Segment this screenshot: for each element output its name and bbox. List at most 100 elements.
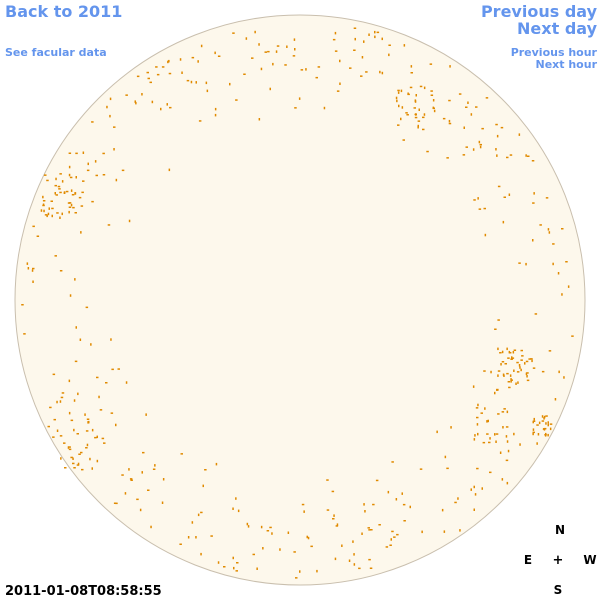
facula bbox=[414, 116, 418, 119]
facula bbox=[59, 173, 62, 175]
facula bbox=[134, 100, 136, 103]
compass-south: S bbox=[554, 583, 563, 597]
facula bbox=[349, 67, 352, 69]
facula bbox=[298, 97, 301, 100]
facula bbox=[422, 116, 425, 119]
facula bbox=[378, 524, 381, 526]
facula bbox=[552, 262, 554, 266]
facula bbox=[260, 67, 263, 71]
facula bbox=[197, 60, 199, 63]
facula bbox=[532, 202, 535, 204]
facula bbox=[483, 370, 486, 372]
facula bbox=[495, 123, 498, 126]
facula bbox=[477, 403, 479, 407]
facula bbox=[42, 203, 45, 206]
facula bbox=[23, 333, 26, 335]
facula bbox=[448, 119, 451, 123]
facula bbox=[485, 97, 489, 99]
facula bbox=[520, 368, 522, 372]
facula bbox=[146, 71, 149, 74]
facula bbox=[68, 165, 71, 169]
facula bbox=[532, 431, 535, 434]
facula bbox=[316, 569, 318, 573]
facula bbox=[413, 107, 416, 109]
facula bbox=[195, 536, 197, 539]
facula bbox=[269, 526, 272, 529]
facula bbox=[145, 413, 147, 416]
facula bbox=[200, 552, 202, 556]
previous-day-link[interactable]: Previous day bbox=[481, 2, 598, 21]
next-hour-link[interactable]: Next hour bbox=[536, 58, 598, 71]
facula bbox=[531, 160, 535, 162]
facula bbox=[497, 370, 501, 372]
facula bbox=[473, 508, 475, 511]
facula bbox=[348, 559, 351, 562]
facula bbox=[96, 376, 99, 379]
facula bbox=[495, 433, 499, 435]
facula bbox=[549, 427, 552, 431]
facula bbox=[390, 538, 392, 541]
facula bbox=[520, 359, 523, 361]
facula bbox=[510, 358, 513, 360]
facula bbox=[186, 79, 190, 82]
facula bbox=[275, 50, 278, 53]
facula bbox=[508, 350, 511, 354]
facula bbox=[459, 529, 461, 532]
facula bbox=[179, 543, 182, 545]
facula bbox=[243, 73, 246, 75]
facula bbox=[442, 117, 446, 120]
facula bbox=[389, 544, 392, 546]
facula bbox=[419, 468, 423, 470]
facula bbox=[262, 547, 264, 550]
facula bbox=[474, 493, 477, 496]
facula bbox=[68, 446, 71, 448]
facula bbox=[152, 468, 156, 470]
faculae bbox=[21, 27, 574, 579]
facula bbox=[271, 532, 273, 535]
facula bbox=[332, 38, 336, 41]
facula bbox=[61, 212, 63, 216]
facula bbox=[64, 191, 66, 194]
facula bbox=[494, 328, 497, 330]
facula bbox=[446, 467, 449, 470]
previous-hour-link[interactable]: Previous hour bbox=[511, 46, 598, 59]
facula bbox=[388, 44, 391, 46]
facula bbox=[379, 70, 381, 74]
facula bbox=[476, 467, 479, 470]
back-link[interactable]: Back to 2011 bbox=[5, 2, 122, 21]
facula bbox=[78, 453, 81, 455]
facula bbox=[541, 420, 545, 422]
facula bbox=[547, 228, 550, 231]
facula bbox=[374, 35, 376, 39]
facula bbox=[353, 49, 356, 51]
facula bbox=[85, 447, 88, 449]
facula bbox=[430, 94, 434, 96]
facula bbox=[521, 355, 524, 357]
facula bbox=[75, 326, 77, 329]
facula bbox=[49, 406, 52, 409]
facula bbox=[543, 428, 546, 430]
facula bbox=[512, 351, 515, 354]
facula bbox=[422, 128, 425, 131]
facula bbox=[393, 536, 396, 538]
facula bbox=[433, 109, 436, 113]
facula bbox=[258, 43, 260, 46]
facula bbox=[68, 448, 72, 451]
facula bbox=[142, 451, 145, 454]
facula bbox=[361, 532, 363, 535]
next-day-link[interactable]: Next day bbox=[517, 19, 598, 38]
facula bbox=[400, 117, 402, 121]
facula bbox=[537, 433, 540, 436]
facula bbox=[510, 380, 512, 383]
facula bbox=[352, 540, 354, 543]
facula bbox=[135, 101, 137, 105]
facula bbox=[479, 145, 482, 149]
facula bbox=[510, 378, 512, 381]
facula bbox=[353, 553, 355, 556]
facula bbox=[403, 44, 406, 47]
facula bbox=[74, 192, 76, 195]
facula bbox=[284, 64, 287, 66]
facular-data-link[interactable]: See facular data bbox=[5, 46, 107, 59]
facula bbox=[167, 60, 169, 64]
